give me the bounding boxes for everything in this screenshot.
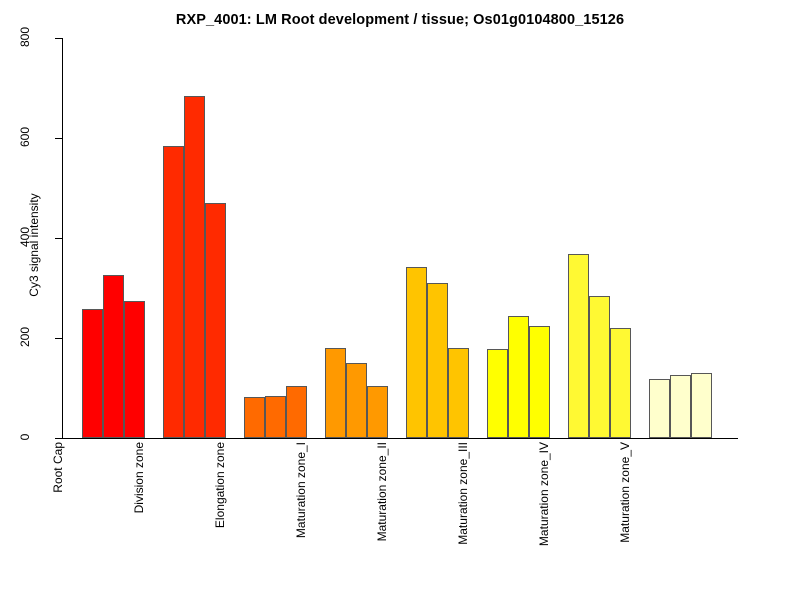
- bar: [610, 328, 631, 438]
- y-axis-tick-label: 600: [18, 126, 32, 148]
- bar-group: [406, 38, 469, 438]
- y-axis-tick-mark: [55, 38, 62, 39]
- bar: [670, 375, 691, 438]
- bar: [184, 95, 205, 438]
- chart-title: RXP_4001: LM Root development / tissue; …: [175, 12, 625, 28]
- x-axis-tick-label: Maturation zone_IV: [536, 442, 551, 547]
- bar: [529, 326, 550, 438]
- y-axis-tick-label: 400: [18, 226, 32, 248]
- x-axis-tick-label: Maturation zone_II: [374, 442, 389, 542]
- y-axis-tick-mark: [55, 238, 62, 239]
- y-axis-tick-mark: [55, 438, 62, 439]
- bar: [589, 295, 610, 438]
- x-axis-tick-label: Maturation zone_I: [293, 442, 308, 539]
- y-axis-tick-label: 0: [18, 433, 32, 441]
- bar-group: [487, 38, 550, 438]
- y-axis-tick-mark: [55, 138, 62, 139]
- bar-group: [82, 38, 145, 438]
- bar: [487, 348, 508, 438]
- bar-group: [325, 38, 388, 438]
- bar: [82, 309, 103, 438]
- bar: [448, 347, 469, 438]
- bar: [367, 385, 388, 438]
- bar: [205, 203, 226, 438]
- bar-group: [163, 38, 226, 438]
- y-axis-tick-label-wrap: 600: [2, 127, 48, 147]
- x-axis-tick-label: Elongation zone: [212, 442, 227, 529]
- x-axis-tick-label: Root Cap: [50, 442, 65, 493]
- bar-group: [649, 38, 712, 438]
- x-axis-tick-label-wrap: Maturation zone_V: [606, 442, 756, 596]
- y-axis-line: [62, 38, 63, 439]
- bar: [427, 282, 448, 438]
- bar: [286, 385, 307, 438]
- x-axis-tick-label: Maturation zone_V: [617, 442, 632, 543]
- bar: [244, 397, 265, 438]
- y-axis-tick-label-wrap: 200: [2, 327, 48, 347]
- bar: [325, 348, 346, 438]
- x-axis-tick-label: Maturation zone_III: [455, 442, 470, 545]
- bar: [124, 300, 145, 438]
- y-axis-tick-label: 200: [18, 326, 32, 348]
- bar: [649, 379, 670, 438]
- x-axis-line: [62, 438, 738, 439]
- bar: [163, 145, 184, 438]
- bar: [265, 395, 286, 438]
- y-axis-tick-label: 800: [18, 26, 32, 48]
- bar-group: [568, 38, 631, 438]
- bar: [346, 362, 367, 438]
- bar: [691, 372, 712, 438]
- y-axis-tick-label-wrap: 800: [2, 27, 48, 47]
- bar: [508, 315, 529, 438]
- bar: [406, 266, 427, 438]
- bar: [568, 254, 589, 438]
- y-axis-tick-label-wrap: 400: [2, 227, 48, 247]
- y-axis-tick-mark: [55, 338, 62, 339]
- x-axis-tick-label: Division zone: [131, 442, 146, 514]
- plot-area: [62, 38, 738, 438]
- bar-group: [244, 38, 307, 438]
- bar: [103, 275, 124, 438]
- y-axis-tick-label-wrap: 0: [2, 430, 48, 446]
